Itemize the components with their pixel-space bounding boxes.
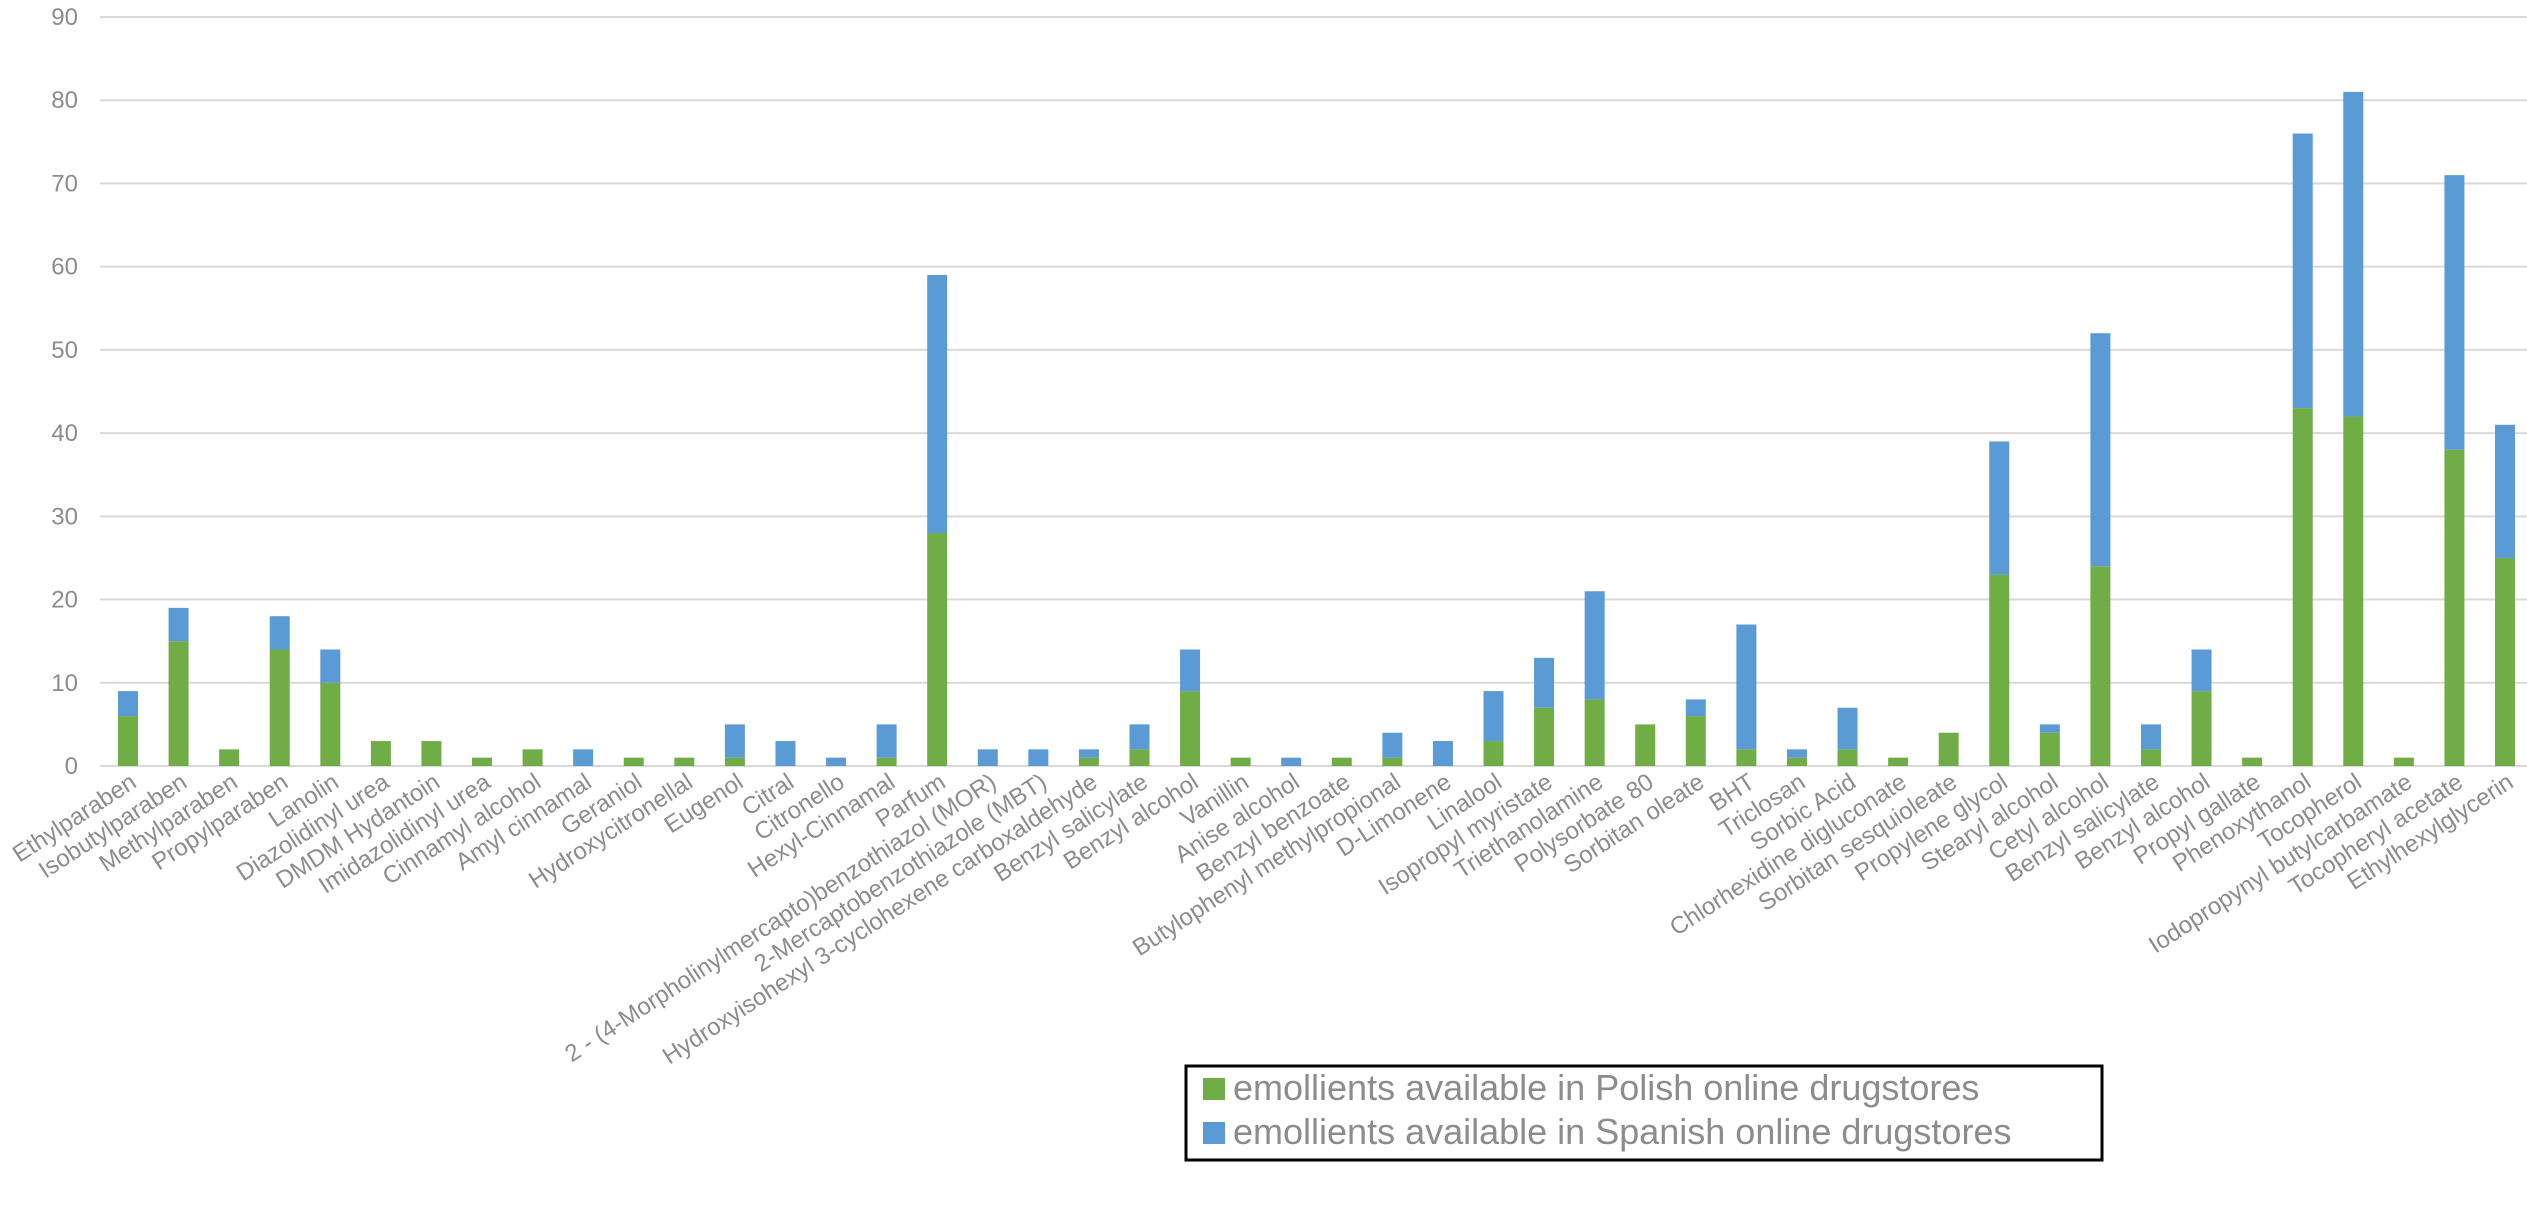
- bar-spanish: [320, 649, 341, 683]
- bar-spanish: [1432, 741, 1453, 766]
- legend: emollients available in Polish online dr…: [1184, 1064, 2104, 1162]
- bar-polish: [1331, 757, 1352, 766]
- legend-label-spanish: emollients available in Spanish online d…: [1233, 1111, 2011, 1152]
- bar-polish: [1635, 724, 1656, 766]
- bar-spanish: [1078, 749, 1099, 758]
- bar-polish: [2140, 749, 2161, 766]
- bar-spanish: [573, 749, 594, 766]
- bar-polish: [1180, 691, 1201, 766]
- bar-polish: [219, 749, 240, 766]
- bar-polish: [1888, 757, 1909, 766]
- bar-spanish: [2090, 333, 2111, 567]
- bar-spanish: [1483, 691, 1504, 742]
- y-tick-label: 60: [51, 254, 78, 281]
- bar-spanish: [168, 607, 189, 642]
- legend-swatch-spanish: [1203, 1122, 1225, 1144]
- bar-polish: [1989, 574, 2010, 766]
- y-tick-label: 50: [51, 337, 78, 364]
- gridlines: [100, 16, 2527, 767]
- bar-spanish: [1837, 707, 1858, 750]
- y-tick-label: 10: [51, 670, 78, 697]
- y-axis-ticks: 0 10 20 30 40 50 60 70 80 90: [51, 4, 78, 780]
- bar-polish: [1938, 732, 1959, 766]
- bar-spanish: [1736, 624, 1757, 750]
- bar-spanish: [1584, 591, 1605, 700]
- bar-spanish: [1685, 699, 1706, 717]
- bar-polish: [1129, 749, 1150, 766]
- bar-spanish: [2292, 133, 2313, 409]
- y-tick-label: 90: [51, 4, 78, 31]
- bar-polish: [1786, 757, 1807, 766]
- bar-polish: [2444, 449, 2465, 766]
- bar-polish: [2191, 691, 2212, 766]
- bar-spanish: [1382, 732, 1403, 758]
- bar-polish: [320, 682, 341, 766]
- bar-polish: [118, 716, 138, 766]
- bar-polish: [2242, 757, 2263, 766]
- bar-polish: [472, 757, 493, 766]
- y-tick-label: 20: [51, 587, 78, 614]
- bar-spanish: [724, 724, 745, 758]
- bar-spanish: [1989, 441, 2010, 575]
- bar-polish: [2090, 566, 2111, 766]
- bar-polish: [674, 757, 695, 766]
- bar-spanish: [269, 616, 290, 650]
- bar-polish: [724, 757, 745, 766]
- bar-polish: [1078, 757, 1099, 766]
- bar-spanish: [1028, 749, 1049, 766]
- bar-spanish: [1534, 657, 1555, 708]
- bar-polish: [1483, 741, 1504, 766]
- bar-spanish: [2343, 91, 2364, 417]
- bar-spanish: [1129, 724, 1150, 750]
- bar-polish: [168, 641, 189, 766]
- bar-spanish: [876, 724, 897, 758]
- bar-polish: [269, 649, 290, 766]
- bar-polish: [2393, 757, 2414, 766]
- y-tick-label: 70: [51, 170, 78, 197]
- bar-spanish: [2444, 175, 2465, 450]
- bar-polish: [2039, 732, 2060, 766]
- bar-spanish: [1180, 649, 1201, 692]
- bar-spanish: [2140, 724, 2161, 750]
- bar-polish: [876, 757, 897, 766]
- bar-polish: [1685, 716, 1706, 766]
- bar-polish: [522, 749, 543, 766]
- legend-swatch-polish: [1203, 1078, 1225, 1100]
- bars: [118, 91, 2515, 766]
- bar-polish: [1837, 749, 1858, 766]
- y-tick-label: 40: [51, 420, 78, 447]
- bar-polish: [2495, 557, 2515, 766]
- bar-polish: [927, 532, 948, 766]
- bar-spanish: [927, 274, 948, 533]
- bar-polish: [1230, 757, 1251, 766]
- bar-polish: [421, 741, 442, 766]
- bar-polish: [1584, 699, 1605, 766]
- bar-spanish: [2039, 724, 2060, 733]
- x-axis-ticks: EthylparabenIsobutylparabenMethylparaben…: [8, 768, 2518, 1070]
- bar-spanish: [977, 749, 998, 766]
- bar-polish: [1534, 707, 1555, 766]
- bar-spanish: [2495, 424, 2515, 558]
- y-tick-label: 30: [51, 503, 78, 530]
- bar-spanish: [2191, 649, 2212, 692]
- bar-polish: [1382, 757, 1403, 766]
- bar-polish: [1736, 749, 1757, 766]
- y-tick-label: 0: [65, 753, 78, 780]
- legend-label-polish: emollients available in Polish online dr…: [1233, 1067, 1979, 1108]
- bar-polish: [370, 741, 391, 766]
- y-tick-label: 80: [51, 87, 78, 114]
- bar-spanish: [1281, 757, 1302, 766]
- legend-box: [1184, 1064, 2104, 1162]
- bar-polish: [2343, 416, 2364, 766]
- bar-polish: [2292, 408, 2313, 766]
- bar-spanish: [775, 741, 796, 766]
- bar-spanish: [1786, 749, 1807, 758]
- bar-polish: [623, 757, 644, 766]
- bar-spanish: [826, 757, 847, 766]
- bar-spanish: [118, 691, 138, 717]
